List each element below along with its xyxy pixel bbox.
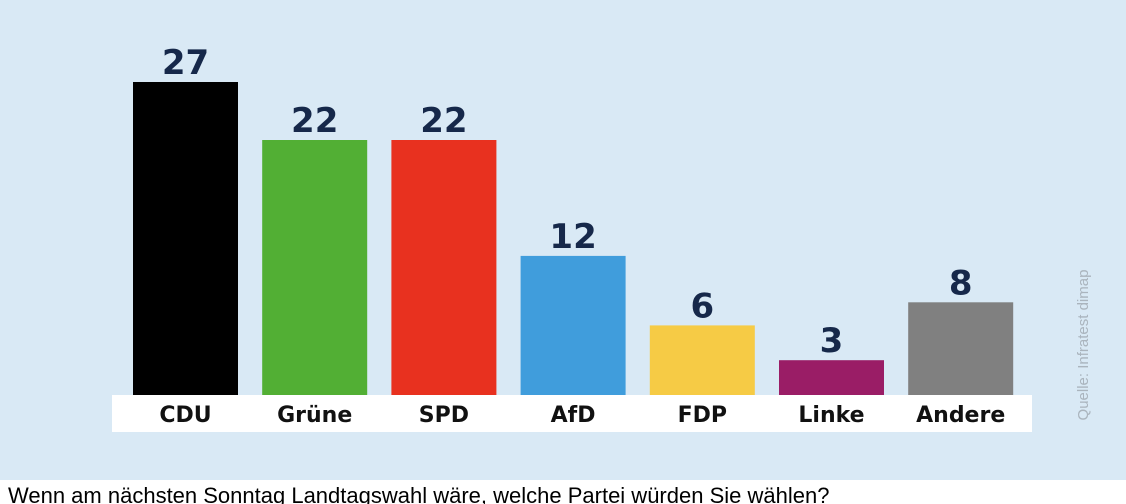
bar-afd: [520, 255, 626, 395]
value-label-afd: 12: [549, 217, 596, 257]
value-labels-group: 27 22 22 12 6 3 8: [162, 43, 973, 361]
bars-group: [133, 82, 1014, 395]
bar-gr-ne: [262, 140, 368, 395]
bar-fdp: [649, 325, 755, 395]
value-label-linke: 3: [820, 321, 844, 361]
bar-chart: 27 22 22 12 6 3 8 CDU Grüne SPD AfD FDP Linke Andere…: [112, 43, 1092, 432]
category-label-spd: SPD: [419, 403, 469, 428]
value-label-andere: 8: [949, 263, 973, 303]
chart-panel: 27 22 22 12 6 3 8 CDU Grüne SPD AfD FDP Linke Andere…: [0, 0, 1126, 480]
bar-linke: [779, 360, 884, 395]
value-label-spd: 22: [420, 101, 467, 141]
chart-caption: Wenn am nächsten Sonntag Landtagswahl wä…: [8, 483, 830, 504]
bar-cdu: [133, 82, 238, 395]
category-label-linke: Linke: [798, 403, 864, 428]
value-label-gr-ne: 22: [291, 101, 338, 141]
source-label: Quelle: Infratest dimap: [1075, 270, 1092, 421]
category-labels-group: CDU Grüne SPD AfD FDP Linke Andere: [159, 403, 1005, 428]
bar-spd: [391, 140, 497, 395]
category-label-afd: AfD: [551, 403, 596, 428]
category-label-band: [112, 395, 1032, 432]
value-label-fdp: 6: [690, 286, 714, 326]
category-label-cdu: CDU: [159, 403, 211, 428]
bar-andere: [908, 302, 1014, 395]
category-label-andere: Andere: [916, 403, 1005, 428]
category-label-fdp: FDP: [678, 403, 727, 428]
category-label-gr-ne: Grüne: [277, 403, 352, 428]
value-label-cdu: 27: [162, 43, 209, 83]
